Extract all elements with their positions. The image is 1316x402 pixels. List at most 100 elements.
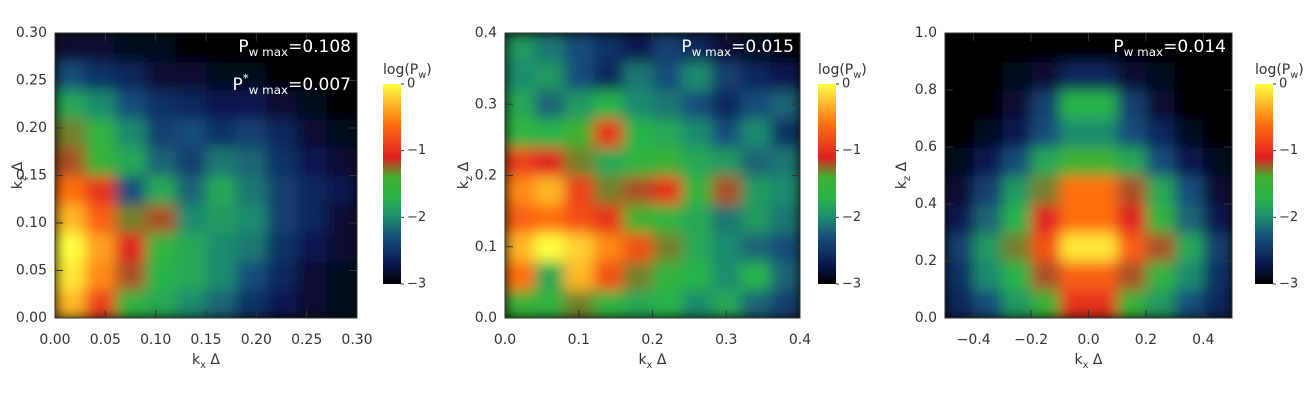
text-part: )	[861, 62, 866, 78]
colorbar-tick-label: 0	[1279, 77, 1287, 92]
heatmap-cell	[206, 90, 237, 120]
heatmap-cell	[145, 261, 177, 291]
heatmap-cell	[1203, 204, 1232, 234]
heatmap-cell	[326, 261, 357, 291]
y-tick-label: 0.30	[16, 25, 47, 41]
heatmap-cell	[505, 175, 536, 205]
heatmap-cell	[711, 90, 742, 120]
y-axis-label: kz Δ	[10, 161, 29, 189]
annotation: P*w max=0.007	[232, 71, 351, 97]
heatmap-cell	[85, 232, 116, 262]
text-part: =0.014	[1163, 37, 1226, 57]
text-part: w max	[249, 83, 288, 97]
text-part: log(P	[818, 62, 853, 78]
heatmap-cell	[1174, 90, 1204, 120]
heatmap-cell	[266, 289, 298, 318]
heatmap-cell	[741, 90, 772, 120]
x-axis-label: kx Δ	[1075, 352, 1103, 371]
heatmap-cell	[945, 289, 975, 318]
heatmap-cell	[85, 61, 116, 91]
heatmap-cell	[175, 204, 207, 234]
heatmap-cell	[1145, 232, 1176, 262]
heatmap-cell	[236, 204, 267, 234]
heatmap-cell	[1002, 204, 1032, 234]
heatmap-cell	[236, 90, 267, 120]
heatmap-cell	[115, 61, 147, 91]
heatmap-cell	[266, 261, 298, 291]
heatmap-cell	[326, 232, 357, 262]
heatmap-cell	[55, 61, 86, 91]
heatmap-cell	[1002, 61, 1032, 91]
heatmap-cell	[1002, 147, 1032, 177]
heatmap-cell	[682, 204, 713, 234]
heatmap-cell	[505, 147, 536, 177]
heatmap-cell	[564, 261, 595, 291]
heatmap-cell	[206, 61, 237, 91]
text-part: =0.108	[288, 37, 351, 57]
heatmap-cell	[266, 204, 298, 234]
heatmap-cell	[945, 175, 975, 205]
heatmap-cell	[505, 118, 536, 148]
heatmap-cell	[1117, 175, 1147, 205]
heatmap-cell	[1031, 289, 1061, 318]
x-tick-label: 0.4	[789, 332, 811, 348]
heatmap-cell	[741, 147, 772, 177]
y-tick-label: 0.3	[475, 96, 497, 112]
text-part: P	[681, 37, 691, 57]
heatmap-cell	[1174, 289, 1204, 318]
x-tick-label: 0.00	[39, 332, 70, 348]
text-part: Δ	[1088, 352, 1102, 368]
heatmap-cell	[1059, 147, 1090, 177]
heatmap-cell	[1088, 33, 1118, 63]
heatmap-cell	[55, 33, 86, 63]
heatmap-cell	[206, 147, 237, 177]
heatmap-cell	[652, 175, 683, 205]
text-part: P	[1113, 37, 1123, 57]
heatmap-cell	[652, 261, 683, 291]
x-tick-label: −0.2	[1014, 332, 1048, 348]
heatmap-cell	[175, 147, 207, 177]
heatmap-cell	[1002, 90, 1032, 120]
heatmap-area	[55, 33, 357, 318]
heatmap-cell	[1174, 61, 1204, 91]
heatmap-cell	[115, 90, 147, 120]
y-tick-label: 0.10	[16, 215, 47, 231]
x-tick-label: 0.30	[341, 332, 372, 348]
heatmap-cell	[1002, 232, 1032, 262]
heatmap-cell	[55, 175, 86, 205]
heatmap-cell	[534, 90, 565, 120]
heatmap-cell	[770, 33, 800, 63]
heatmap-cell	[1145, 147, 1176, 177]
heatmap-cell	[623, 147, 654, 177]
heatmap-cell	[1031, 90, 1061, 120]
heatmap-cell	[652, 204, 683, 234]
annotation: Pw max=0.108	[238, 37, 351, 59]
heatmap-cell	[534, 204, 565, 234]
heatmap-cell	[1002, 289, 1032, 318]
heatmap-cell	[236, 175, 267, 205]
heatmap-cell	[115, 175, 147, 205]
heatmap-cell	[652, 33, 683, 63]
text-part: P	[238, 37, 248, 57]
heatmap-cell	[326, 175, 357, 205]
heatmap-cell	[1059, 204, 1090, 234]
heatmap-cell	[623, 289, 654, 318]
heatmap-cell	[770, 175, 800, 205]
annotation: Pw max=0.014	[1113, 37, 1226, 59]
y-tick-label: 0.4	[475, 25, 497, 41]
text-part: P	[232, 75, 242, 95]
heatmap-cell	[973, 175, 1003, 205]
heatmap-cell	[945, 33, 975, 63]
heatmap-cell	[85, 175, 116, 205]
heatmap-cell	[593, 118, 624, 148]
heatmap-cell	[1031, 147, 1061, 177]
heatmap-cell	[564, 61, 595, 91]
y-axis-label: kz Δ	[456, 161, 475, 189]
heatmap-cell	[1117, 147, 1147, 177]
heatmap-cell	[115, 147, 147, 177]
heatmap-cell	[115, 232, 147, 262]
heatmap-cell	[945, 61, 975, 91]
colorbar	[818, 84, 836, 284]
heatmap-cell	[593, 147, 624, 177]
text-part: )	[1298, 62, 1303, 78]
